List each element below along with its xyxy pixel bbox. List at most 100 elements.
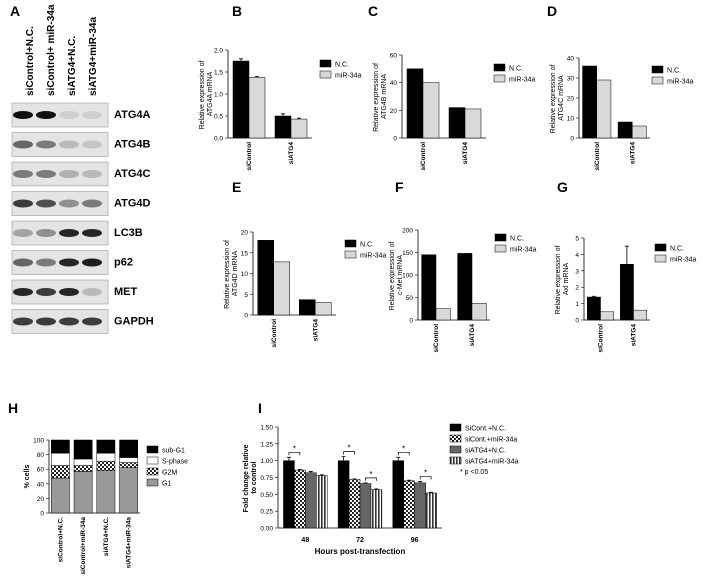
y-tick-label: 20 — [567, 96, 575, 103]
legend-label: miR-34a — [667, 79, 694, 86]
bar — [232, 60, 250, 139]
legend-label: miR-34a — [360, 253, 387, 260]
significance-mark: * — [424, 469, 427, 478]
legend-swatch — [319, 59, 332, 68]
x-tick-label: siATG4 — [288, 142, 295, 165]
significance-bracket — [343, 451, 355, 455]
significance-bracket — [397, 451, 410, 456]
x-tick-label: siControl+N.C. — [57, 517, 64, 563]
blot-band — [13, 111, 33, 119]
lane-label: siControl+N.C. — [25, 26, 36, 96]
legend-label: siATG4+miR-34a — [465, 459, 518, 466]
y-tick-label: 2.0 — [214, 48, 223, 55]
blot-band — [36, 199, 56, 208]
y-axis-label: Relative expression of ATG4B mRNA — [373, 61, 388, 132]
y-tick-label: 0.00 — [260, 526, 273, 533]
bar — [274, 115, 292, 139]
bar-segment — [96, 460, 116, 471]
y-tick-label: 0.5 — [214, 114, 223, 121]
error-bar — [407, 479, 412, 481]
y-axis-label: Relative expression of c-Met mRNA — [389, 240, 404, 311]
significance-mark: * — [402, 444, 405, 453]
blot-band — [82, 140, 102, 149]
legend-label: G2M — [162, 470, 177, 477]
error-bar — [374, 488, 379, 490]
panel-label: I — [258, 400, 262, 416]
legend-label: miR-34a — [510, 247, 537, 254]
error-bar — [281, 113, 285, 116]
panel-label: D — [547, 3, 557, 19]
band-label: MET — [114, 286, 138, 298]
y-tick-label: 0.50 — [260, 492, 273, 499]
y-tick-label: 40 — [390, 80, 398, 87]
legend-swatch — [344, 239, 357, 248]
blot-band — [36, 258, 56, 267]
x-tick-label: siControl — [420, 142, 427, 171]
bar — [596, 79, 612, 139]
bar — [273, 261, 290, 316]
y-tick-label: 1.0 — [214, 92, 223, 99]
x-tick-label: siATG4+miR-34a — [126, 517, 133, 569]
legend-swatch — [449, 423, 462, 432]
y-tick-label: 200 — [402, 228, 413, 235]
bar — [421, 254, 437, 321]
bar — [294, 469, 306, 529]
legend-label: miR-34a — [335, 73, 362, 80]
legend-label: G1 — [162, 481, 171, 488]
x-tick-label: siControl — [246, 142, 253, 171]
x-tick-label: 96 — [411, 537, 419, 544]
y-tick-label: 2 — [575, 285, 579, 292]
lane-label: siControl+ miR-34a — [46, 4, 57, 96]
bar — [632, 125, 647, 139]
bar — [587, 296, 601, 321]
x-tick-label: siATG4 — [469, 324, 476, 347]
blot-band — [13, 199, 33, 208]
bar — [457, 253, 473, 321]
bar — [283, 460, 295, 529]
bar-segment — [119, 439, 138, 458]
panel-label: A — [10, 3, 20, 19]
y-tick-label: 50 — [406, 295, 414, 302]
error-bar — [591, 295, 596, 298]
bar-segment — [51, 477, 70, 514]
bar — [316, 475, 328, 529]
error-bar — [418, 481, 423, 483]
error-bar — [297, 469, 302, 471]
bar-segment — [96, 439, 116, 454]
y-tick-label: 0 — [393, 136, 397, 143]
legend-label: N.C. — [667, 68, 681, 75]
significance-mark: * — [348, 444, 351, 453]
blot-band — [36, 170, 56, 178]
legend-swatch — [449, 434, 462, 443]
legend-label: siCont.+miR-34a — [465, 437, 517, 444]
legend-label: N.C. — [360, 242, 374, 249]
x-tick-label: siControl — [598, 324, 605, 353]
y-tick-label: 1.5 — [214, 70, 223, 77]
y-axis-label: % cells — [24, 465, 31, 489]
band-label: ATG4C — [114, 168, 151, 180]
bar — [290, 118, 308, 139]
bar — [448, 107, 466, 139]
y-tick-label: 1.25 — [260, 441, 273, 448]
legend-swatch — [344, 250, 357, 259]
bar — [414, 482, 426, 529]
y-tick-label: 0 — [570, 136, 574, 143]
legend-swatch — [146, 445, 159, 454]
x-tick-label: siControl — [271, 319, 278, 348]
y-tick-label: 100 — [33, 438, 44, 445]
band-label: GAPDH — [114, 316, 154, 328]
legend-label: N.C. — [670, 246, 684, 253]
bar-segment — [96, 470, 116, 514]
blot-band — [13, 170, 33, 178]
legend-label: siATG4+N.C. — [465, 448, 506, 455]
y-tick-label: 15 — [241, 250, 249, 257]
band-label: ATG4B — [114, 139, 151, 151]
legend-swatch — [449, 445, 462, 454]
legend-label: sub-G1 — [162, 448, 185, 455]
x-axis-label: Hours post-transfection — [315, 547, 406, 556]
panel-label: F — [395, 179, 404, 195]
blot-band — [36, 140, 56, 149]
x-tick-label: siControl+miR-34a — [80, 517, 87, 574]
band-label: p62 — [114, 257, 133, 269]
y-tick-label: 20 — [37, 496, 45, 503]
